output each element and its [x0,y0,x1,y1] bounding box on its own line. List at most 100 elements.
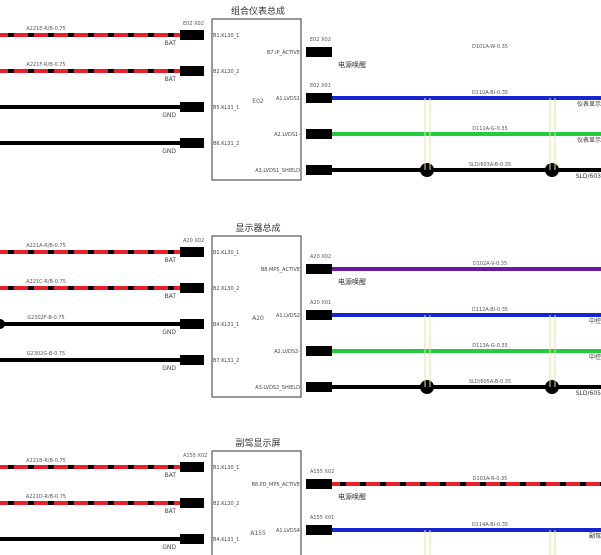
pin-label: A2.LVDS2- [274,349,300,355]
pin-terminal [306,346,332,356]
right-pin-1: B8.PD_MP5_ACTIVE A155 X02 D101A-R-0.35 电源唤醒 [251,469,601,501]
pin-label: B8.MP5_ACTIVE [261,267,300,273]
right-pin-2: A1.LVDS4 A155 X01 D114A-BI-0.35 副驾 [276,515,601,540]
wire-code: D102A-V-0.35 [473,261,507,267]
splice-dot [0,319,5,329]
wire-code: D101A-R-0.35 [473,476,508,482]
pin-label: B2.KL30_2 [213,69,239,75]
pin-terminal [306,382,332,392]
right-pin-3: A2.LVDS2- D113A-G-0.35 中控 [274,343,601,361]
wire-code: D110A-BI-0.35 [472,90,508,96]
left-pin-4: B6.KL31_2 GND [0,138,239,155]
shield-dot [420,380,434,394]
wire-code: A221C-R/B-0.75 [26,279,66,285]
signal-label: BAT [165,293,177,300]
pin-label: A1.LVDS2 [276,313,300,319]
left-pin-1: B1.KL30_1 A221E-R/B-0.75 BAT [0,26,239,47]
wire-code: SLD/603A-B-0.35 [469,162,511,168]
pin-label: B5.KL31_1 [213,105,239,111]
pin-terminal [180,138,204,148]
pin-terminal [180,534,204,544]
connector-header-left: A155 X02 [183,453,207,459]
connector-header-left: A20 X02 [183,238,204,244]
pin-terminal [180,283,204,293]
pin-terminal [306,525,332,535]
signal-label: GND [162,329,176,336]
pin-label: B8.PD_MP5_ACTIVE [251,482,300,488]
wire-code: A221A-R/B-0.75 [26,243,66,249]
pin-label: B2.KL30_2 [213,286,239,292]
connector-header-right: E02 X02 [310,37,331,43]
wire-code: D111A-G-0.35 [472,126,508,132]
pin-label: B2.KL30_2 [213,501,239,507]
pin-terminal [306,264,332,274]
pin-label: B1.KL30_1 [213,465,239,471]
wake-note: 电源唤醒 [338,492,366,501]
continuation-label: 副驾 [589,532,601,540]
pin-terminal [306,165,332,175]
pin-label: A3.LVDS2_SHIELD [255,385,300,391]
wire-code: D114A-BI-0.35 [472,522,508,528]
left-pin-2: B2.KL30_2 A221C-R/B-0.75 BAT [0,279,239,300]
component-block-3: 副驾显示屏 A155 A155 X02 B1.KL30_1 A221B-R/B-0.75… [0,438,601,555]
wake-note: 电源唤醒 [338,277,366,286]
wire-code: A221E-R/B-0.75 [26,26,65,32]
continuation-label: 中控 [589,317,601,325]
wire-code: A221D-R/B-0.75 [26,494,66,500]
pin-label: A3.LVDS1_SHIELD [255,168,300,174]
wire-code: A221B-R/B-0.75 [26,458,66,464]
shield-dot [420,163,434,177]
pin-label: B7.KL31_2 [213,358,239,364]
left-pin-2: B2.KL30_2 A221F-R/B-0.75 BAT [0,62,239,83]
pin-terminal [180,30,204,40]
component-box [211,18,302,181]
continuation-label: SLD/605 [576,390,601,397]
left-pin-3: B4.KL31_1 G2302F-B-0.75 GND [0,315,239,336]
shield-dot [545,380,559,394]
continuation-label: 仪表显示 [577,100,601,108]
pin-terminal [180,355,204,365]
pin-label: B4.KL31_1 [213,322,239,328]
pin-label: B4.KL31_1 [213,537,239,543]
right-pin-4: A3.LVDS1_SHIELD SLD/603A-B-0.35 SLD/603 [255,162,601,180]
right-pin-2: A1.LVDS2 A20 X01 D112A-BI-0.35 中控 [276,300,601,325]
left-pin-1: B1.KL30_1 A221B-R/B-0.75 BAT [0,458,239,479]
left-pin-1: B1.KL30_1 A221A-R/B-0.75 BAT [0,243,239,264]
signal-label: BAT [165,40,177,47]
pin-terminal [180,462,204,472]
pin-terminal [306,47,332,57]
left-pin-3: B4.KL31_1 GND [0,534,239,551]
left-pin-4: B7.KL31_2 G2302G-B-0.75 GND [0,351,239,372]
pin-terminal [306,129,332,139]
wire-code: D113A-G-0.35 [472,343,508,349]
pin-terminal [180,66,204,76]
signal-label: BAT [165,472,177,479]
pin-terminal [180,319,204,329]
right-pin-4: A3.LVDS2_SHIELD SLD/605A-B-0.35 SLD/605 [255,379,601,397]
wire-code: G2302G-B-0.75 [27,351,65,357]
pin-label: B1.KL30_1 [213,250,239,256]
pin-label: A1.LVDS1 [276,96,300,102]
left-pin-3: B5.KL31_1 GND [0,102,239,119]
component-block-2: 显示器总成 A20 A20 X02 B1.KL30_1 A221A-R/B-0.75 BA… [0,222,601,398]
continuation-label: SLD/603 [576,173,601,180]
pin-terminal [180,247,204,257]
signal-label: BAT [165,76,177,83]
pin-terminal [306,93,332,103]
pin-terminal [180,102,204,112]
pin-label: A1.LVDS4 [276,528,300,534]
right-pin-2: A1.LVDS1 E02 X01 D110A-BI-0.35 仪表显示 [276,83,601,108]
pin-label: B6.KL31_2 [213,141,239,147]
component-code: A155 [250,530,266,537]
connector-header-right: E02 X01 [310,83,331,89]
connector-header-right: A20 X02 [310,254,331,260]
signal-label: BAT [165,257,177,264]
signal-label: GND [162,544,176,551]
component-box [211,450,302,555]
pin-label: B7.IP_ACTIVE [267,50,300,56]
component-box [211,235,302,398]
wire-code: D101A-W-0.35 [472,44,508,50]
signal-label: BAT [165,508,177,515]
